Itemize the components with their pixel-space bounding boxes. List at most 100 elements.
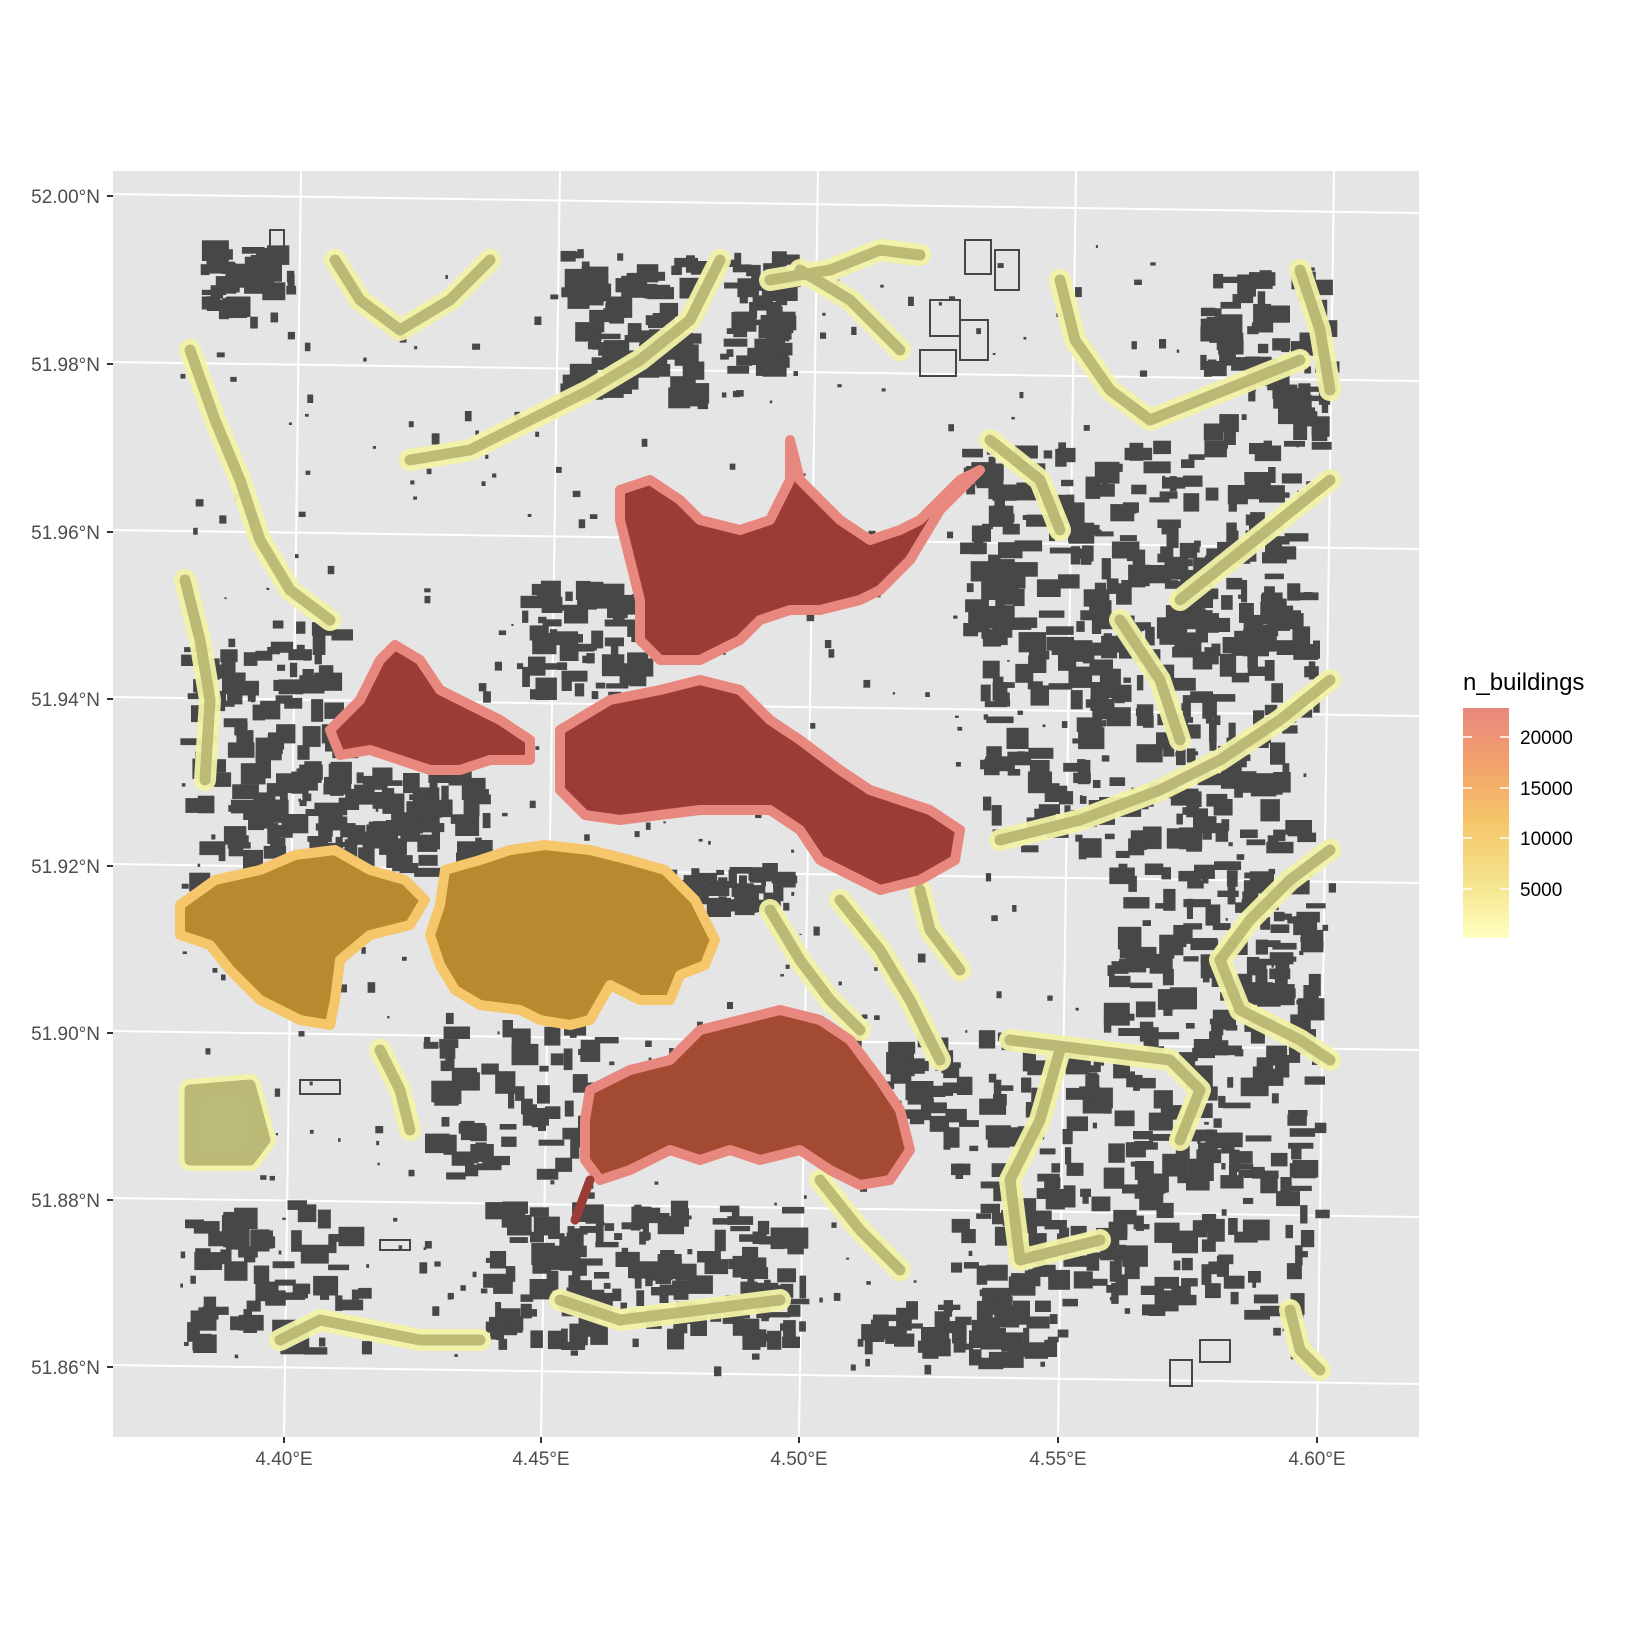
y-tick-label: 51.94°N	[31, 690, 100, 711]
building-footprint	[1273, 772, 1291, 793]
building-footprint	[1058, 650, 1077, 671]
building-footprint	[419, 1262, 428, 1274]
building-footprint	[432, 1306, 440, 1316]
building-footprint	[641, 438, 648, 447]
building-footprint	[875, 1330, 890, 1340]
building-footprint	[1264, 704, 1278, 716]
building-footprint	[222, 1220, 248, 1241]
building-footprint	[845, 1257, 850, 1260]
building-footprint	[1328, 883, 1336, 893]
y-tick-label: 51.90°N	[31, 1024, 100, 1045]
building-footprint	[441, 799, 453, 818]
building-footprint	[1253, 303, 1271, 324]
building-footprint	[362, 831, 388, 845]
building-footprint	[1159, 491, 1178, 499]
building-footprint	[601, 654, 625, 677]
building-footprint	[501, 1136, 517, 1147]
building-footprint	[247, 692, 256, 702]
building-footprint	[1255, 969, 1268, 984]
building-footprint	[1259, 484, 1265, 488]
building-footprint	[1293, 592, 1319, 601]
building-footprint	[1017, 710, 1023, 715]
building-footprint	[1022, 1049, 1032, 1072]
building-footprint	[270, 837, 286, 854]
building-footprint	[1021, 1077, 1032, 1093]
building-footprint	[978, 1363, 1004, 1370]
building-footprint	[478, 683, 487, 692]
building-footprint	[589, 514, 598, 519]
building-footprint	[948, 424, 954, 432]
building-footprint	[508, 1087, 515, 1109]
building-footprint	[1282, 725, 1298, 734]
building-footprint	[980, 1181, 1008, 1189]
building-footprint	[1066, 1116, 1088, 1132]
building-footprint	[1291, 1143, 1302, 1160]
building-footprint	[1201, 1239, 1216, 1252]
building-footprint	[1290, 341, 1301, 353]
building-footprint	[1245, 1135, 1272, 1142]
building-footprint	[981, 580, 1003, 600]
building-footprint	[1232, 294, 1254, 304]
building-footprint	[739, 1234, 764, 1242]
building-footprint	[951, 1163, 971, 1176]
building-footprint	[1194, 808, 1208, 821]
building-footprint	[780, 1323, 789, 1331]
building-footprint	[773, 314, 794, 334]
building-footprint	[728, 869, 737, 888]
building-footprint	[1082, 1192, 1089, 1204]
cluster-low-core	[274, 1314, 486, 1346]
building-footprint	[1058, 447, 1076, 463]
cluster-low-core	[554, 1294, 786, 1326]
building-footprint	[1287, 1114, 1307, 1126]
building-footprint	[594, 1037, 619, 1044]
building-footprint	[201, 296, 216, 310]
building-footprint	[1232, 530, 1239, 550]
building-footprint	[1184, 638, 1201, 650]
building-footprint	[1142, 826, 1162, 850]
building-footprint	[1228, 722, 1236, 739]
building-footprint	[1260, 799, 1280, 822]
building-footprint	[302, 726, 321, 747]
building-footprint	[907, 1061, 929, 1072]
building-footprint	[980, 684, 991, 702]
building-footprint	[600, 283, 612, 302]
building-footprint	[187, 693, 201, 700]
building-footprint	[225, 278, 237, 294]
outlined-building	[929, 299, 961, 337]
building-footprint	[450, 1081, 462, 1104]
building-footprint	[874, 1015, 880, 1020]
building-footprint	[1315, 1209, 1330, 1219]
building-footprint	[1007, 769, 1021, 776]
building-footprint	[1012, 905, 1017, 912]
building-footprint	[1140, 1285, 1164, 1295]
building-footprint	[864, 1337, 873, 1355]
building-footprint	[327, 1278, 335, 1290]
building-footprint	[1264, 573, 1284, 580]
building-footprint	[224, 1261, 248, 1281]
y-tick-label: 51.88°N	[31, 1191, 100, 1212]
building-footprint	[1255, 939, 1268, 955]
building-footprint	[773, 871, 796, 888]
building-footprint	[1136, 704, 1154, 726]
building-footprint	[838, 981, 842, 986]
building-footprint	[924, 1364, 932, 1375]
building-footprint	[670, 1200, 689, 1224]
building-footprint	[528, 656, 546, 676]
building-footprint	[185, 1221, 191, 1225]
building-footprint	[664, 1259, 682, 1280]
building-footprint	[953, 1339, 966, 1353]
building-footprint	[1200, 354, 1207, 370]
building-footprint	[333, 764, 339, 771]
building-footprint	[1015, 663, 1034, 683]
building-footprint	[908, 296, 914, 306]
cluster-low-core	[984, 434, 1066, 536]
building-footprint	[659, 1288, 669, 1303]
building-footprint	[968, 1250, 973, 1256]
building-footprint	[1187, 880, 1204, 889]
building-footprint	[361, 1341, 372, 1355]
building-footprint	[425, 1133, 450, 1154]
building-footprint	[1051, 1163, 1061, 1173]
building-footprint	[682, 361, 705, 380]
building-footprint	[1311, 441, 1332, 450]
building-footprint	[495, 1302, 502, 1320]
